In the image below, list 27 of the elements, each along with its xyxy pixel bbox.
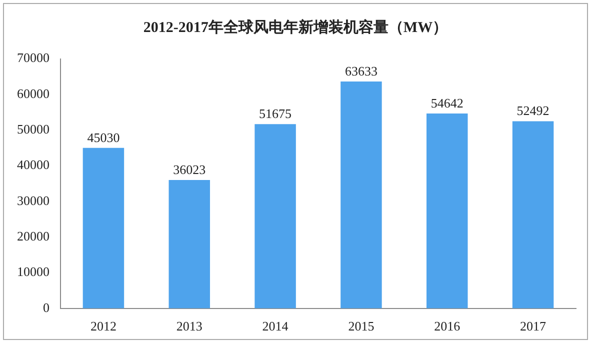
y-tick-label: 50000 (17, 122, 50, 137)
data-label: 36023 (173, 162, 206, 177)
bar (512, 121, 554, 308)
data-label: 54642 (430, 95, 464, 110)
bar (168, 180, 210, 308)
bar (254, 124, 296, 308)
data-label: 52492 (516, 103, 550, 118)
x-tick-label: 2013 (176, 318, 202, 334)
x-tick-label: 2017 (520, 318, 547, 334)
bar (82, 148, 124, 308)
y-tick-label: 10000 (17, 264, 50, 280)
y-tick-label: 20000 (17, 228, 50, 244)
x-tick-label: 2014 (262, 318, 289, 334)
chart-title: 2012-2017年全球风电年新增装机容量（MW） (142, 18, 449, 37)
y-tick-label: 30000 (17, 192, 50, 208)
data-label: 45030 (87, 130, 120, 145)
y-tick-label: 0 (43, 300, 50, 315)
data-label: 51675 (259, 106, 292, 122)
y-tick-label: 40000 (17, 157, 50, 172)
x-tick-label: 2012 (90, 318, 116, 334)
bar (426, 114, 468, 308)
y-tick-label: 60000 (17, 86, 50, 101)
data-label: 63633 (344, 63, 378, 78)
x-tick-label: 2015 (348, 318, 374, 334)
y-tick-label: 70000 (17, 50, 50, 66)
x-tick-label: 2016 (434, 318, 461, 334)
bar (340, 82, 382, 308)
